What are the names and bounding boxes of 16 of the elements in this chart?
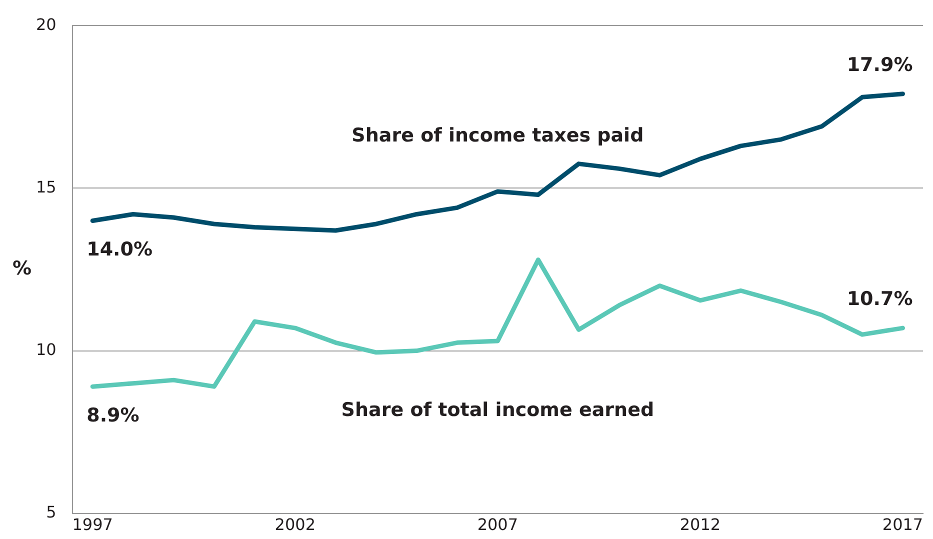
- y-tick-label: 20: [36, 14, 56, 34]
- data-label: 17.9%: [846, 54, 913, 76]
- data-label: 14.0%: [86, 238, 153, 261]
- series-label: Share of income taxes paid: [352, 124, 644, 146]
- x-tick-label: 2002: [274, 515, 316, 534]
- x-tick-label: 2017: [882, 515, 924, 534]
- x-tick-label: 2007: [477, 515, 518, 534]
- y-axis-title: %: [12, 257, 32, 280]
- text: Share of total income earned: [341, 398, 654, 421]
- y-tick-label: 5: [46, 502, 56, 522]
- y-tick-label: 10: [36, 340, 56, 359]
- x-tick-label: 1997: [72, 515, 113, 534]
- x-tick-label: 2012: [680, 515, 721, 534]
- y-tick-label: 15: [36, 177, 56, 196]
- data-label: 10.7%: [846, 288, 913, 310]
- data-label: 8.9%: [86, 404, 140, 427]
